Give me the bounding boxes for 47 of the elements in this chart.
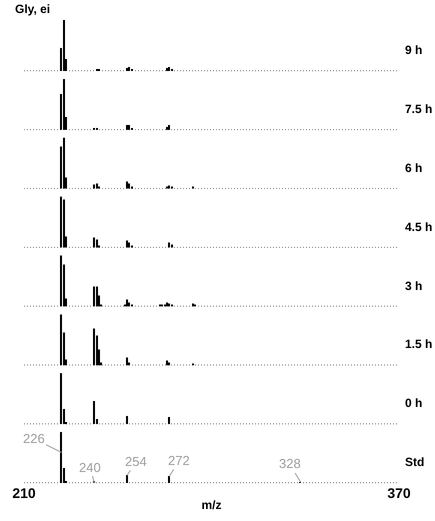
bar (128, 67, 130, 71)
bar (60, 432, 62, 483)
text: 7.5 h (405, 102, 432, 116)
bar (126, 299, 128, 306)
bar (93, 401, 95, 424)
text: 6 h (405, 161, 422, 175)
bar (93, 286, 95, 306)
x-axis-title: m/z (201, 498, 222, 512)
bar (168, 67, 170, 71)
text: 4.5 h (405, 220, 432, 234)
x-tick-label: 370 (387, 485, 411, 501)
bar (168, 242, 170, 248)
bar (60, 255, 62, 306)
text: 3 h (405, 279, 422, 293)
bar (60, 373, 62, 424)
bar (126, 182, 128, 189)
bar (63, 200, 65, 248)
text: Std (405, 455, 424, 469)
bar (96, 240, 98, 248)
bar (93, 328, 95, 366)
bar (60, 196, 62, 248)
annotation: 240 (79, 460, 101, 475)
bar (63, 20, 65, 71)
bar (96, 286, 98, 306)
bar (126, 124, 128, 130)
bar (128, 242, 130, 248)
bar (126, 240, 128, 248)
annotation: 226 (23, 431, 45, 446)
bar (93, 184, 95, 189)
bar (168, 186, 170, 189)
text: 1.5 h (405, 337, 432, 351)
annotation: 272 (168, 453, 190, 468)
text: 0 h (405, 396, 422, 410)
bar (128, 124, 130, 130)
bar (63, 78, 65, 130)
x-tick-label: 210 (12, 485, 36, 501)
bar (96, 184, 98, 189)
bar (93, 238, 95, 248)
annotation: 254 (125, 454, 147, 469)
annotation: 328 (279, 456, 301, 471)
bar (126, 68, 128, 71)
bar (126, 357, 128, 366)
bar (60, 314, 62, 366)
bar (128, 184, 130, 189)
text: Gly, ei (15, 2, 50, 16)
bar (63, 138, 65, 189)
text: 9 h (405, 43, 422, 57)
